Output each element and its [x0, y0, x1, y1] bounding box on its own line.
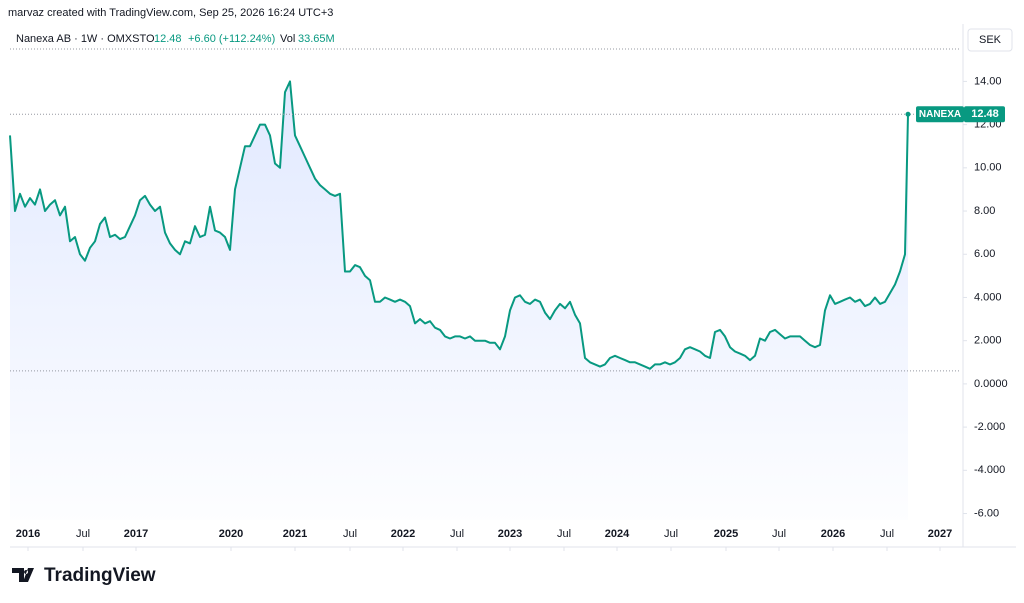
- y-tick-label: -2.000: [974, 421, 1005, 433]
- currency[interactable]: SEK: [979, 34, 1002, 46]
- x-tick-label: 2016: [16, 528, 40, 540]
- price: 12.48: [154, 33, 182, 45]
- area-fill: [10, 81, 908, 521]
- x-tick-label: 2027: [928, 528, 952, 540]
- price-line: [9, 80, 909, 370]
- price-tag: [964, 106, 1005, 123]
- x-tick-label: 2020: [219, 528, 243, 540]
- symbol: Nanexa AB · 1W · OMXSTO: [16, 33, 155, 45]
- x-tick-label: Jul: [557, 528, 571, 540]
- change: +6.60 (+112.24%): [188, 33, 275, 45]
- y-tick-label: -6.00: [974, 507, 999, 519]
- currency-box[interactable]: [967, 28, 1013, 52]
- logo: TradingView: [12, 565, 156, 586]
- x-tick-label: Jul: [343, 528, 357, 540]
- name-tag: [916, 106, 964, 123]
- y-tick-label: 8.00: [974, 205, 995, 217]
- y-tick-label: 14.00: [974, 75, 1002, 87]
- x-tick-label: 2017: [124, 528, 148, 540]
- vol: 33.65M: [298, 33, 335, 45]
- x-tick-label: 2026: [821, 528, 845, 540]
- logo-mark: [12, 568, 34, 582]
- price-tag-label: 12.48: [971, 108, 999, 120]
- x-tick-label: 2022: [391, 528, 415, 540]
- brand: TradingView: [44, 565, 156, 586]
- credit: marvaz created with TradingView.com, Sep…: [8, 7, 333, 19]
- x-tick-label: Jul: [450, 528, 464, 540]
- x-tick-label: Jul: [772, 528, 786, 540]
- y-tick-label: 6.00: [974, 248, 995, 260]
- y-tick-label: 2.000: [974, 335, 1002, 347]
- x-tick-label: Jul: [880, 528, 894, 540]
- x-tick-label: 2021: [283, 528, 307, 540]
- x-tick-label: 2023: [498, 528, 522, 540]
- x-tick-label: 2024: [605, 528, 630, 540]
- plot: 14.0012.0010.008.006.004.0002.0000.0000-…: [9, 75, 1008, 551]
- y-tick-label: -4.000: [974, 464, 1005, 476]
- last-point: [905, 111, 911, 117]
- y-tick-label: 10.00: [974, 162, 1002, 174]
- y-tick-label: 0.0000: [974, 378, 1008, 390]
- x-tick-label: Jul: [664, 528, 678, 540]
- x-tick-label: Jul: [76, 528, 90, 540]
- series-name: NANEXA: [919, 109, 961, 120]
- x-tick-label: 2025: [714, 528, 738, 540]
- vol-label: Vol: [280, 33, 295, 45]
- y-tick-label: 4.000: [974, 291, 1002, 303]
